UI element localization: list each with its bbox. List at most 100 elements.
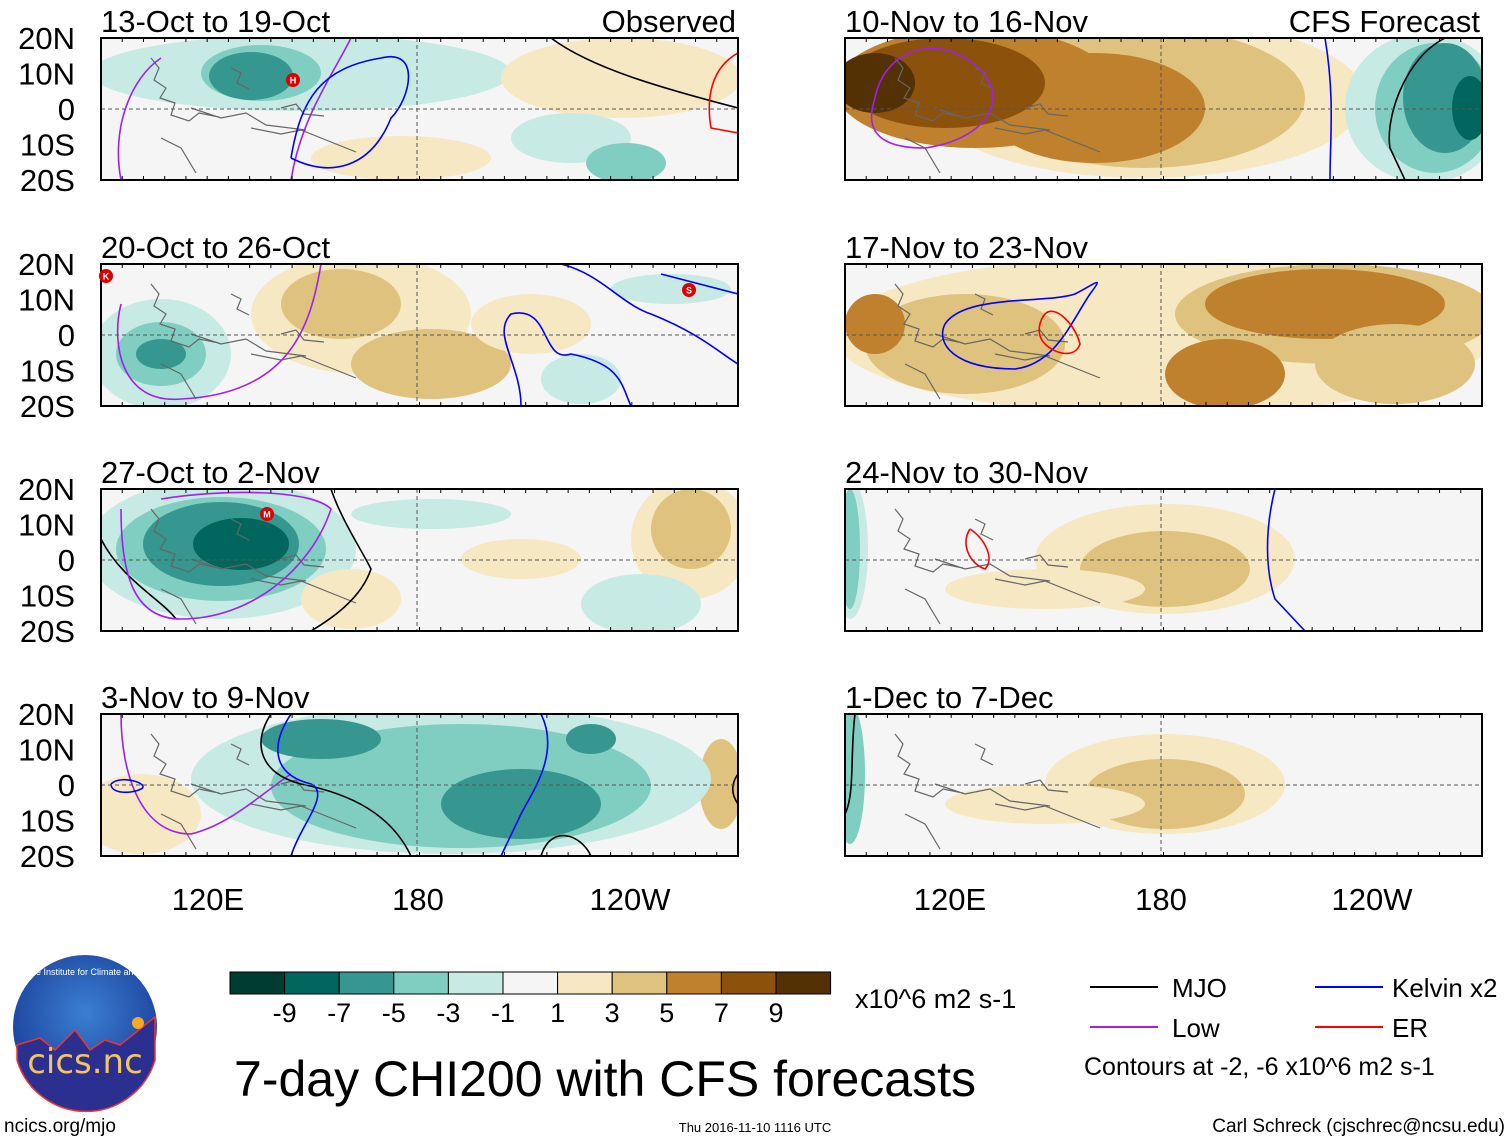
colorbar-tick-label: -1 <box>491 998 515 1028</box>
lat-tick-label: 0 <box>58 92 75 127</box>
lat-tick-label: 10N <box>18 283 75 318</box>
chi-anomaly-region <box>193 518 289 570</box>
tropical-cyclone-marker: S <box>682 283 696 297</box>
colorbar-units: x10^6 m2 s-1 <box>855 984 1016 1014</box>
coastline <box>150 283 357 400</box>
wave-contour <box>503 312 632 406</box>
legend-label: Low <box>1172 1013 1220 1043</box>
lat-tick-label: 0 <box>58 318 75 353</box>
chi-anomaly-region <box>1315 324 1475 404</box>
coastline <box>150 57 357 174</box>
lat-tick-label: 20S <box>20 839 75 874</box>
wave-contour <box>120 714 292 835</box>
wave-contour <box>500 714 549 856</box>
lat-tick-label: 10N <box>18 57 75 92</box>
footer-url[interactable]: ncics.org/mjo <box>4 1116 116 1137</box>
wave-contour <box>941 281 1098 370</box>
chi-anomaly-region <box>845 489 860 609</box>
panel-title: 20-Oct to 26-Oct <box>101 230 331 265</box>
colorbar-swatch <box>502 971 559 995</box>
chi-anomaly-region <box>441 769 601 839</box>
chi-anomaly-region <box>281 269 401 339</box>
chi-anomaly-region <box>586 143 666 180</box>
colorbar-tick-label: 5 <box>659 998 674 1028</box>
colorbar-swatch <box>284 971 340 995</box>
chi-anomaly-region <box>101 774 201 854</box>
wave-contour <box>260 714 412 856</box>
lat-tick-label: 10S <box>20 354 75 389</box>
wave-contour <box>540 834 592 856</box>
panel-title: 13-Oct to 19-Oct <box>101 4 331 39</box>
colorbar-tick-label: 3 <box>605 998 620 1028</box>
wave-contour <box>120 491 332 620</box>
panel-title: 1-Dec to 7-Dec <box>845 680 1053 715</box>
legend-label: MJO <box>1172 973 1227 1003</box>
wave-contour <box>110 779 144 794</box>
chi-anomaly-region <box>945 784 1145 824</box>
wave-contour <box>560 264 738 365</box>
column-label: Observed <box>602 4 736 39</box>
colorbar-swatch <box>611 971 668 995</box>
wave-contour <box>731 773 738 805</box>
tc-marker-label: M <box>263 510 271 520</box>
colorbar-tick-label: -3 <box>436 998 460 1028</box>
panel-title: 27-Oct to 2-Nov <box>101 455 320 490</box>
lon-tick-label: 180 <box>392 882 444 917</box>
tc-marker-label: S <box>686 286 692 296</box>
wave-contour <box>290 55 410 169</box>
chi-anomaly-region <box>301 569 401 629</box>
contour-note: Contours at -2, -6 x10^6 m2 s-1 <box>1084 1053 1435 1081</box>
colorbar-swatch <box>720 971 777 995</box>
lat-tick-label: 10N <box>18 508 75 543</box>
chi-anomaly-region <box>209 52 293 100</box>
lat-tick-label: 10S <box>20 804 75 839</box>
lat-tick-label: 0 <box>58 768 75 803</box>
chi-anomaly-region <box>699 739 738 829</box>
colorbar-swatch <box>447 971 504 995</box>
lon-tick-label: 120E <box>172 882 244 917</box>
footer-author: Carl Schreck (cjschrec@ncsu.edu) <box>1212 1116 1505 1137</box>
chi-anomaly-region <box>845 294 905 354</box>
colorbar-tick-label: -5 <box>382 998 406 1028</box>
map-panel-forecast-1 <box>844 37 1483 181</box>
lon-tick-label: 180 <box>1135 882 1187 917</box>
lat-tick-label: 20N <box>18 697 75 732</box>
lat-tick-label: 10S <box>20 579 75 614</box>
chi-anomaly-region <box>651 489 731 569</box>
colorbar-swatch <box>229 971 286 995</box>
logo-ring-text: Cooperative Institute for Climate and Sa… <box>0 967 178 977</box>
wave-contour <box>117 57 162 180</box>
lat-tick-label: 10S <box>20 128 75 163</box>
chi-anomaly-region <box>845 714 865 844</box>
map-panel-observed-2 <box>100 263 739 407</box>
wave-contour <box>116 264 322 400</box>
wave-contour <box>1038 310 1081 355</box>
chi-anomaly-region <box>945 569 1145 609</box>
chi-anomaly-region <box>136 339 186 369</box>
tc-marker-label: H <box>290 76 297 86</box>
panel-title: 10-Nov to 16-Nov <box>845 4 1088 39</box>
colorbar-swatch <box>338 971 395 995</box>
lon-tick-label: 120W <box>590 882 672 917</box>
column-label: CFS Forecast <box>1289 4 1481 39</box>
logo-text: cics.nc <box>27 1042 143 1082</box>
coastline <box>150 508 357 625</box>
lat-tick-label: 20N <box>18 247 75 282</box>
lon-tick-label: 120W <box>1332 882 1414 917</box>
colorbar-tick-label: 1 <box>550 998 565 1028</box>
cics-logo: cics.nc Cooperative Institute for Climate… <box>0 955 178 1113</box>
colorbar-tick-label: 7 <box>714 998 729 1028</box>
chi-anomaly-region <box>461 539 581 579</box>
tropical-cyclone-marker: M <box>260 507 274 521</box>
lat-tick-label: 20N <box>18 472 75 507</box>
map-panel-forecast-4 <box>844 713 1483 857</box>
map-panel-forecast-2 <box>844 263 1483 407</box>
panel-title: 24-Nov to 30-Nov <box>845 455 1088 490</box>
lat-tick-label: 20N <box>18 21 75 56</box>
colorbar-tick-label: -7 <box>327 998 351 1028</box>
coastline <box>150 733 357 850</box>
wave-contour <box>101 538 177 620</box>
legend-label: ER <box>1392 1013 1428 1043</box>
map-panel-observed-1 <box>100 37 739 181</box>
